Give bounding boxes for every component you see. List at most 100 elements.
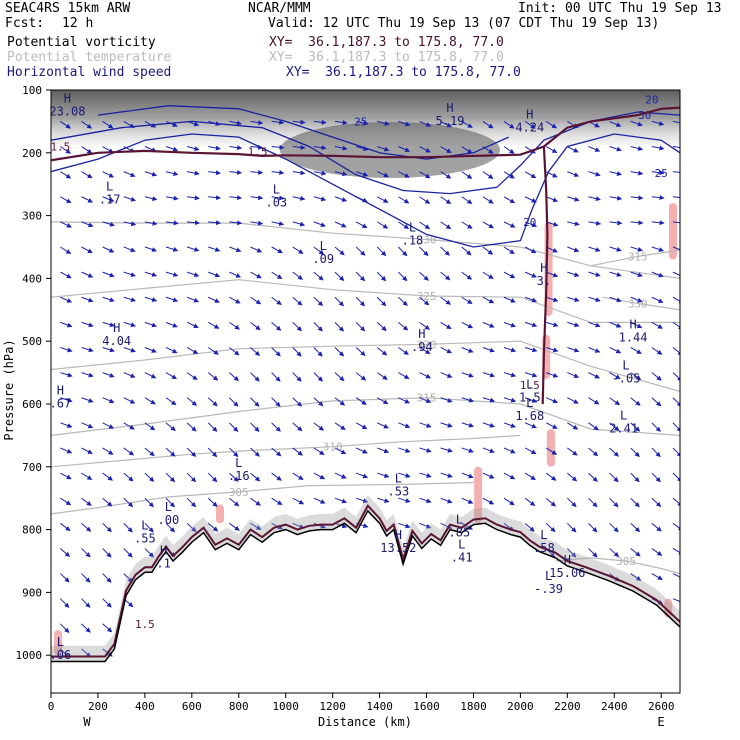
wind-vector (546, 296, 559, 303)
wind-vector (376, 221, 389, 229)
field-xy-theta: XY= 36.1,187.3 to 175.8, 77.0 (269, 50, 504, 65)
pv-extremum-value: .06 (50, 648, 72, 662)
wind-vector (102, 472, 113, 481)
wind-vector (546, 397, 558, 404)
wind-vector (208, 271, 221, 278)
x-tick-label: 1200 (319, 700, 346, 713)
wind-vector (672, 347, 680, 356)
wind-vector (524, 296, 538, 303)
wind-vector (60, 497, 72, 506)
wind-vector (207, 497, 218, 507)
wind-vector (60, 397, 73, 403)
wind-vector (250, 220, 264, 226)
wind-vector (123, 372, 136, 378)
wind-vector (376, 347, 388, 356)
wind-vector (313, 372, 323, 382)
wind-vector (482, 347, 495, 353)
wind-vector (187, 220, 200, 226)
positive-pv-patch (54, 630, 63, 656)
wind-vector (355, 221, 368, 229)
wind-vector (609, 347, 622, 354)
wind-vector (144, 296, 158, 302)
theta-contour-label: 325 (417, 290, 437, 303)
wind-vector (229, 120, 242, 126)
wind-vector (524, 522, 535, 532)
wind-vector (229, 472, 239, 482)
wind-vector (144, 120, 157, 128)
wind-vector (398, 447, 411, 453)
wind-vector (482, 497, 495, 505)
wind-vector (588, 246, 601, 252)
theta-contour (51, 434, 521, 468)
wind-vector (123, 296, 136, 302)
wind-vector (461, 146, 473, 154)
wind-vector (376, 196, 389, 203)
wind-vector (292, 221, 306, 227)
wind-vector (567, 171, 580, 177)
wind-vector (651, 145, 665, 151)
wind-vector (672, 171, 680, 173)
pv-extremum-letter: H (629, 318, 636, 332)
wind-vector (250, 397, 260, 407)
wind-vector (503, 146, 515, 154)
wind-vector (123, 548, 133, 558)
wind-vector (208, 120, 221, 126)
wind-vector (672, 120, 680, 124)
wind-vector (630, 321, 643, 329)
wind-vector (102, 548, 112, 558)
wind-vector (567, 422, 579, 430)
wind-vector (81, 623, 91, 633)
wind-vector (398, 221, 410, 229)
wind-vector (503, 221, 516, 228)
wind-vector (482, 221, 495, 229)
wind-vector (165, 372, 178, 380)
wind-vector (377, 422, 389, 429)
wind-vector (123, 497, 134, 508)
wind-vector (102, 623, 113, 633)
wind-vector (292, 271, 303, 280)
pv-extremum-letter: L (409, 220, 416, 234)
wind-vector (334, 472, 347, 479)
wind-vector (588, 372, 600, 379)
wind-vector (630, 573, 642, 581)
wind-vector (102, 347, 115, 353)
wind-vector (355, 296, 366, 307)
wind-vector (630, 271, 643, 278)
wind-vector (609, 271, 622, 277)
wind-vector (672, 296, 680, 304)
wind-vector (123, 221, 137, 227)
wind-vector (165, 472, 176, 483)
wind-vector (186, 372, 198, 380)
wind-vector (524, 497, 536, 507)
wind-vector (102, 372, 115, 378)
wind-vector (250, 447, 260, 457)
wind-vector (630, 195, 644, 201)
wind-vector (588, 497, 598, 508)
wind-vector (524, 196, 537, 203)
wind-vector (588, 422, 599, 431)
wind-vector (503, 497, 515, 506)
wind-vector (81, 347, 94, 353)
wind-vector (165, 146, 179, 152)
wind-vector (250, 522, 262, 531)
wind-vector (567, 271, 580, 277)
wind-vector (229, 397, 239, 407)
wind-vector (81, 422, 94, 429)
wind-vector (81, 246, 93, 254)
wind-vector (144, 497, 154, 508)
theta-contour-label: 305 (616, 555, 636, 568)
wind-vector (81, 472, 93, 480)
wind-vector (630, 347, 642, 354)
wind-vector (609, 120, 622, 127)
wind-vector (672, 271, 680, 278)
wind-vector (165, 321, 178, 328)
pv-extremum-letter: H (64, 92, 71, 106)
wind-vector (630, 372, 642, 380)
wind-vector (229, 347, 240, 356)
wind-vector (503, 447, 516, 454)
pv-extremum-letter: H (564, 553, 571, 567)
wind-vector (165, 171, 179, 176)
wind-vector (546, 372, 559, 378)
pv-extremum-value: .17 (99, 192, 121, 206)
wind-vector (482, 372, 496, 378)
